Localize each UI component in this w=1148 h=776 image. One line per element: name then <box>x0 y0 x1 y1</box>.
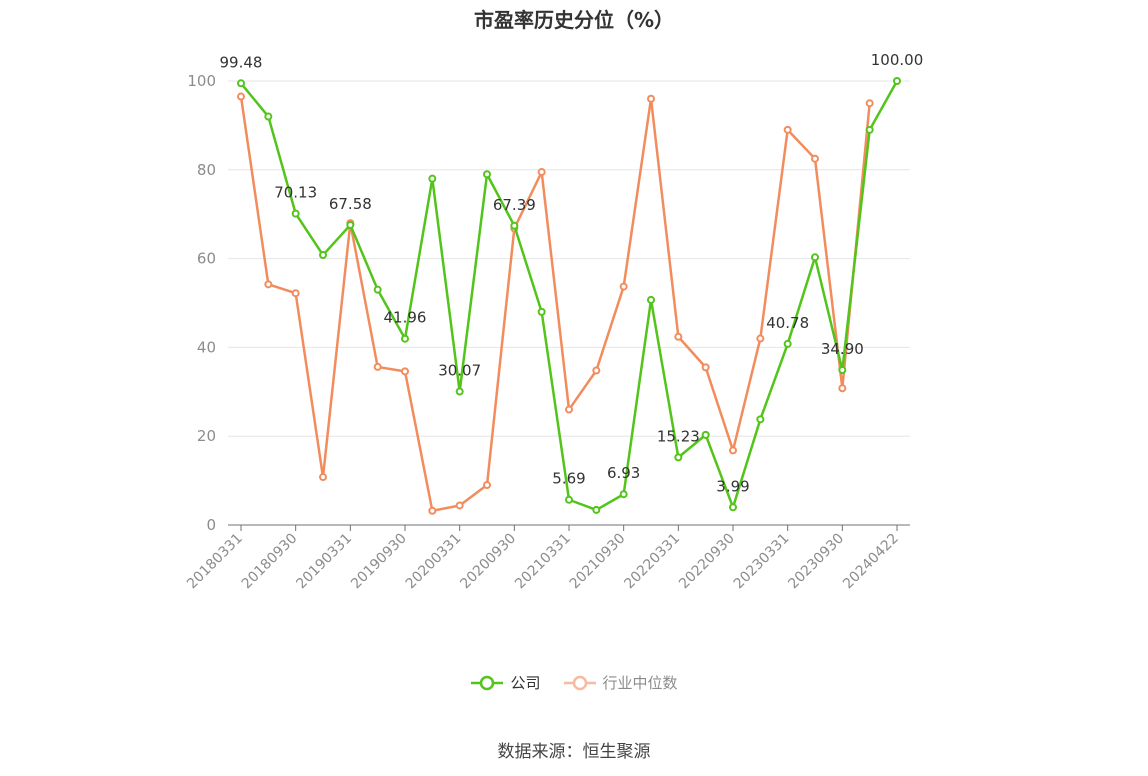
y-axis: 0 20 40 60 80 100 <box>187 72 216 534</box>
legend-marker-company <box>471 675 504 690</box>
data-point <box>428 174 437 183</box>
data-point <box>237 79 245 88</box>
x-tick-label: 20180331 <box>184 531 246 593</box>
legend-label-company: 公司 <box>510 674 541 692</box>
data-label: 41.96 <box>384 309 427 327</box>
data-point <box>811 154 819 163</box>
chart-title: 市盈率历史分位（%） <box>473 8 675 32</box>
data-point <box>264 112 273 121</box>
data-point <box>756 415 765 424</box>
data-label: 6.93 <box>607 464 640 482</box>
x-tick-label: 20190331 <box>293 531 355 593</box>
data-point <box>592 505 601 514</box>
data-label: 70.13 <box>274 184 317 202</box>
grid-lines <box>228 80 910 437</box>
data-point <box>537 307 546 316</box>
data-label: 15.23 <box>657 427 700 445</box>
x-tick-label: 20230331 <box>731 531 793 593</box>
legend-item-company[interactable]: 公司 <box>470 672 541 693</box>
data-label: 3.99 <box>716 477 749 495</box>
data-point <box>783 125 792 134</box>
series-line <box>240 80 899 512</box>
x-tick-label: 20220930 <box>676 531 738 593</box>
data-point <box>619 282 628 291</box>
y-tick-label: 0 <box>206 516 216 534</box>
data-label: 40.78 <box>766 314 809 332</box>
data-label: 67.58 <box>329 195 372 213</box>
data-point <box>428 506 437 515</box>
x-tick-label: 20210331 <box>512 531 574 593</box>
data-point <box>291 289 300 298</box>
data-point <box>401 334 409 343</box>
data-label: 99.48 <box>220 53 263 71</box>
y-tick-label: 80 <box>197 161 216 179</box>
x-tick-label: 20230930 <box>785 531 847 593</box>
x-tick-label: 20200930 <box>457 531 519 593</box>
data-point <box>674 332 683 341</box>
data-point <box>373 285 382 294</box>
y-tick-label: 100 <box>187 72 216 90</box>
line-chart: 0 20 40 60 80 100 201803312018093020190331201… <box>184 51 924 593</box>
series-industry-median <box>237 92 874 515</box>
data-label: 34.90 <box>821 340 864 358</box>
data-point <box>346 220 355 229</box>
legend-marker-industry-median <box>563 675 596 690</box>
data-point <box>373 362 382 371</box>
data-point <box>565 495 573 504</box>
y-tick-label: 40 <box>197 338 216 356</box>
data-point <box>619 490 628 499</box>
data-point <box>701 363 710 372</box>
y-tick-label: 20 <box>197 427 216 445</box>
data-point <box>811 253 819 262</box>
data-point <box>291 209 300 218</box>
x-tick-label: 20220331 <box>621 531 683 593</box>
data-point <box>264 280 273 289</box>
data-point <box>455 387 464 396</box>
data-point <box>756 334 765 343</box>
x-axis: 2018033120180930201903312019093020200331… <box>184 524 910 593</box>
legend-item-industry-median[interactable]: 行业中位数 <box>563 672 678 693</box>
data-point <box>455 501 464 510</box>
data-point <box>865 99 874 108</box>
series-company <box>237 77 901 514</box>
data-point <box>401 367 409 376</box>
data-point <box>729 446 737 455</box>
data-point <box>510 221 519 230</box>
data-point <box>319 473 327 482</box>
data-point <box>729 503 737 512</box>
data-point <box>483 481 491 490</box>
data-label: 100.00 <box>871 51 924 69</box>
data-point <box>319 251 327 260</box>
x-tick-label: 20210930 <box>567 531 629 593</box>
y-tick-label: 60 <box>197 250 216 268</box>
data-point <box>647 295 655 304</box>
data-source: 数据来源：恒生聚源 <box>497 742 651 762</box>
data-label: 30.07 <box>438 361 481 379</box>
legend-label-industry-median: 行业中位数 <box>602 674 678 692</box>
data-point <box>592 366 601 375</box>
data-point <box>237 92 245 101</box>
series-line <box>239 96 871 513</box>
data-point <box>674 453 683 462</box>
legend: 公司 行业中位数 <box>0 672 1148 693</box>
data-point <box>783 339 792 348</box>
series-layer <box>237 77 901 515</box>
x-tick-label: 20180930 <box>239 531 301 593</box>
data-point <box>838 366 847 375</box>
data-label: 5.69 <box>552 470 585 488</box>
data-point <box>893 77 901 85</box>
x-tick-label: 20200331 <box>403 531 465 593</box>
data-point <box>565 405 573 414</box>
data-labels: 99.48 70.13 67.58 41.96 30.07 67.39 5.69 6.93 15… <box>220 51 924 495</box>
data-point <box>865 125 874 134</box>
data-point <box>537 168 546 177</box>
data-point <box>838 384 847 393</box>
data-point <box>701 430 710 439</box>
data-point <box>483 170 491 179</box>
x-tick-label: 20240422 <box>840 531 902 593</box>
data-point <box>647 94 655 103</box>
data-label: 67.39 <box>493 196 536 214</box>
x-tick-label: 20190930 <box>348 531 410 593</box>
